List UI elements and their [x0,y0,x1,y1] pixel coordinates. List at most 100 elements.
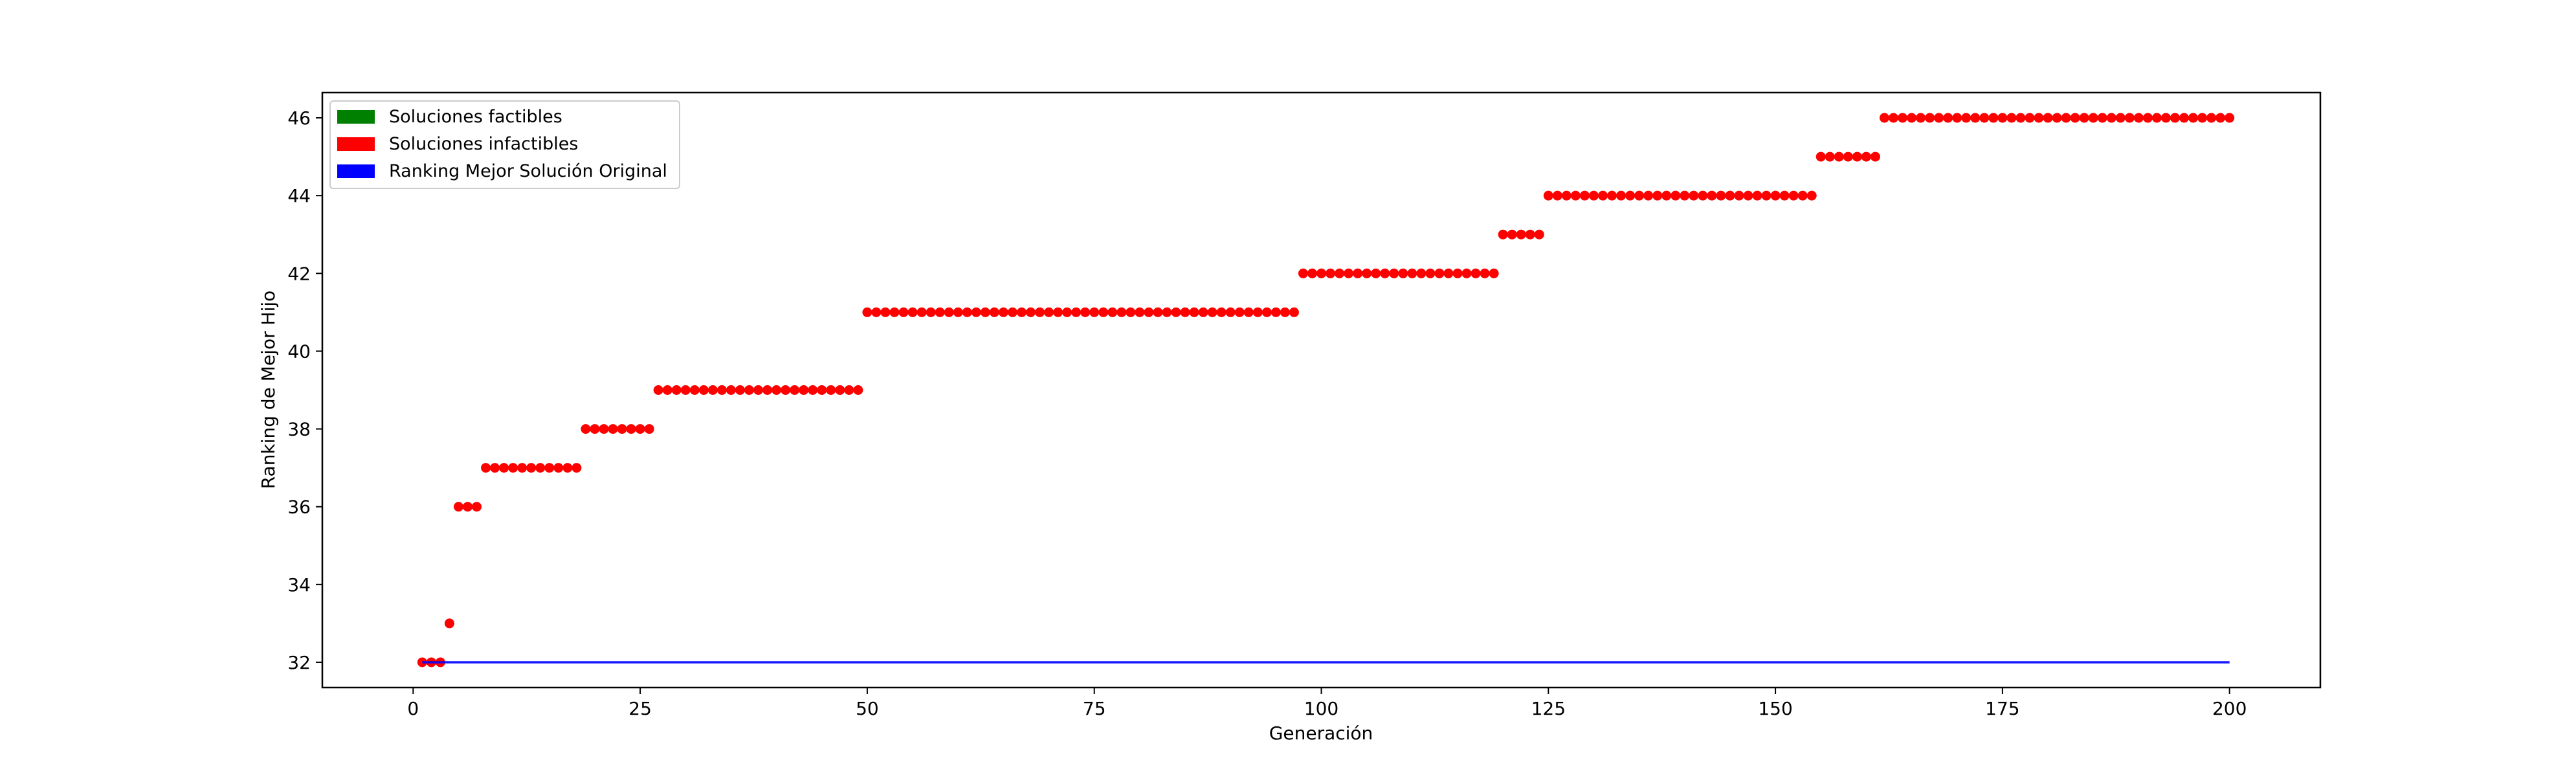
infeasible-point [889,307,900,317]
infeasible-point [935,307,945,317]
infeasible-point [744,385,754,395]
infeasible-point [799,385,809,395]
infeasible-point [880,307,891,317]
infeasible-point [1734,190,1744,201]
infeasible-point [808,385,818,395]
infeasible-point [1380,268,1390,278]
y-axis-ticks: 32 34 36 38 40 42 44 46 [287,107,322,673]
infeasible-point [1261,307,1272,317]
infeasible-point [2070,113,2080,123]
infeasible-point [617,424,627,434]
infeasible-point [599,424,609,434]
infeasible-point [1806,190,1817,201]
infeasible-point [989,307,999,317]
infeasible-point [1489,268,1499,278]
infeasible-point [1362,268,1372,278]
infeasible-point [1289,307,1299,317]
infeasible-point [1225,307,1236,317]
infeasible-point [1815,151,1826,162]
infeasible-point [781,385,791,395]
legend: Soluciones factibles Soluciones infactib… [329,100,680,189]
infeasible-point [1107,307,1118,317]
infeasible-point [916,307,927,317]
infeasible-point [1280,307,1290,317]
infeasible-point [2188,113,2199,123]
infeasible-point [472,502,482,512]
infeasible-point [1307,268,1317,278]
infeasible-point [762,385,773,395]
data-marks [417,113,2235,667]
infeasible-point [1443,268,1454,278]
y-tick-label: 34 [287,574,311,596]
infeasible-point [2142,113,2153,123]
infeasible-point [1126,307,1136,317]
x-tick-label: 75 [1083,698,1106,719]
infeasible-point [689,385,700,395]
infeasible-point [707,385,718,395]
infeasible-point [2124,113,2135,123]
infeasible-point [2197,113,2208,123]
infeasible-point [635,424,645,434]
infeasible-point [2170,113,2180,123]
infeasible-point [907,307,918,317]
x-tick-label: 150 [1758,698,1792,719]
infeasible-point [790,385,800,395]
infeasible-point [1689,190,1699,201]
infeasible-point [2179,113,2190,123]
x-axis-title: Generación [1269,723,1373,744]
infeasible-point [2225,113,2235,123]
legend-swatch-original [337,164,375,178]
infeasible-point [1543,190,1553,201]
infeasible-point [1407,268,1417,278]
infeasible-point [2133,113,2144,123]
x-tick-label: 0 [407,698,419,719]
infeasible-point [1707,190,1717,201]
infeasible-point [1234,307,1245,317]
legend-swatch-factibles [337,110,375,124]
infeasible-point [2160,113,2171,123]
x-tick-label: 25 [628,698,652,719]
infeasible-point [1326,268,1336,278]
infeasible-point [1680,190,1690,201]
legend-label-original: Ranking Mejor Solución Original [389,161,667,181]
infeasible-point [1916,113,1926,123]
infeasible-point [2206,113,2217,123]
infeasible-point [1498,229,1508,240]
infeasible-point [1570,190,1581,201]
infeasible-point [1062,307,1072,317]
infeasible-point [463,502,473,512]
infeasible-point [980,307,990,317]
infeasible-point [1271,307,1281,317]
infeasible-point [944,307,954,317]
infeasible-point [508,463,518,473]
infeasible-point [898,307,909,317]
infeasible-point [1189,307,1199,317]
infeasible-point [2006,113,2017,123]
infeasible-point [2088,113,2098,123]
infeasible-point [1144,307,1154,317]
infeasible-point [453,502,463,512]
infeasible-point [1907,113,1917,123]
infeasible-point [735,385,745,395]
infeasible-point [1016,307,1027,317]
infeasible-point [726,385,736,395]
infeasible-point [1471,268,1481,278]
infeasible-point [862,307,872,317]
infeasible-point [998,307,1008,317]
infeasible-point [1861,151,1871,162]
infeasible-point [1925,113,1935,123]
infeasible-point [698,385,709,395]
infeasible-point [1252,307,1263,317]
infeasible-point [1934,113,1944,123]
infeasible-point [1044,307,1054,317]
infeasible-point [490,463,500,473]
infeasible-point [590,424,600,434]
y-tick-label: 40 [287,341,311,362]
infeasible-point [1988,113,1999,123]
y-axis-title: Ranking de Mejor Hijo [258,291,279,489]
infeasible-point [1870,151,1880,162]
legend-label-infactibles: Soluciones infactibles [389,134,578,154]
infeasible-point [1889,113,1899,123]
infeasible-point [517,463,527,473]
